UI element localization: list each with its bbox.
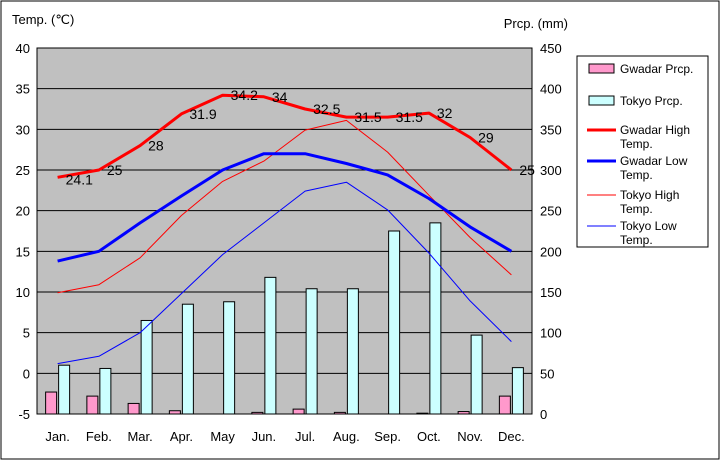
y-right-tick-label: 0 <box>540 407 547 422</box>
bar-gwadar-prcp <box>498 395 511 415</box>
y-right-tick-label: 200 <box>540 244 562 259</box>
legend-label: Tokyo Prcp. <box>620 94 683 108</box>
y-left-tick-label: 35 <box>16 82 30 97</box>
bar-tokyo-prcp <box>429 222 442 415</box>
y-left-tick-label: 40 <box>16 41 30 56</box>
data-label: 31.5 <box>354 109 381 125</box>
bar-gwadar-prcp <box>45 391 58 415</box>
data-label: 32.5 <box>313 101 340 117</box>
y-right-tick-label: 400 <box>540 82 562 97</box>
bar-tokyo-prcp <box>388 230 401 415</box>
x-tick-label: Feb. <box>86 429 112 444</box>
y-right-tick-label: 100 <box>540 326 562 341</box>
legend-label: Temp. <box>620 233 653 247</box>
legend-swatch <box>588 95 615 106</box>
y-right-tick-label: 450 <box>540 41 562 56</box>
bar-tokyo-prcp <box>58 364 71 415</box>
y-right-tick-label: 50 <box>540 366 554 381</box>
bar-tokyo-prcp <box>140 319 153 415</box>
bar-gwadar-prcp <box>251 411 264 415</box>
y-left-tick-label: 30 <box>16 122 30 137</box>
x-tick-label: Sep. <box>374 429 401 444</box>
bar-gwadar-prcp <box>292 408 305 415</box>
gridlines <box>37 88 532 374</box>
axes: 4035302520151050-54504003503002502001501… <box>16 41 562 444</box>
x-tick-label: Dec. <box>498 429 525 444</box>
x-tick-label: Oct. <box>417 429 441 444</box>
y-left-tick-label: 20 <box>16 204 30 219</box>
legend-label: Tokyo High <box>620 188 679 202</box>
y-left-tick-label: 10 <box>16 285 30 300</box>
bar-tokyo-prcp <box>99 367 112 415</box>
x-tick-label: Jun. <box>252 429 277 444</box>
data-label: 34.2 <box>231 87 258 103</box>
bar-gwadar-prcp <box>168 410 181 415</box>
y-right-tick-label: 350 <box>540 122 562 137</box>
gwadar-high-line <box>57 93 513 179</box>
bar-gwadar-prcp <box>457 411 470 415</box>
y-right-tick-label: 250 <box>540 204 562 219</box>
legend-label: Temp. <box>620 202 653 216</box>
bar-tokyo-prcp <box>511 367 524 415</box>
x-tick-label: Jul. <box>295 429 315 444</box>
data-label: 34 <box>272 89 288 105</box>
bar-gwadar-prcp <box>86 395 99 415</box>
plot-area <box>36 47 533 415</box>
data-label: 25 <box>519 162 535 178</box>
tokyo-low-line <box>57 181 512 365</box>
x-tick-label: May <box>210 429 235 444</box>
data-label: 25 <box>107 162 123 178</box>
y-left-tick-label: 5 <box>23 326 30 341</box>
y-left-tick-label: 25 <box>16 163 30 178</box>
legend-label: Temp. <box>620 168 653 182</box>
legend-label: Temp. <box>620 137 653 151</box>
bar-tokyo-prcp <box>470 334 483 415</box>
gwadar-high-data-labels: 24.1 25 28 31.9 34.2 34 32.5 31.5 31.5 32 29 25 <box>66 87 536 187</box>
y-right-tick-label: 300 <box>540 163 562 178</box>
bar-tokyo-prcp <box>264 276 277 415</box>
y-right-tick-label: 150 <box>540 285 562 300</box>
precipitation-bars <box>45 222 524 415</box>
y-right-axis-label: Prcp. (mm) <box>504 16 568 31</box>
bar-gwadar-prcp <box>333 411 346 415</box>
x-tick-label: Aug. <box>333 429 360 444</box>
bar-gwadar-prcp <box>127 402 140 415</box>
y-left-tick-label: 15 <box>16 244 30 259</box>
temperature-lines <box>57 93 513 365</box>
data-label: 28 <box>148 138 164 154</box>
legend-label: Gwadar High <box>620 123 690 137</box>
bar-tokyo-prcp <box>305 288 318 415</box>
bar-tokyo-prcp <box>181 303 194 415</box>
data-label: 29 <box>478 129 494 145</box>
data-label: 24.1 <box>66 171 93 187</box>
y-left-axis-label: Temp. (℃) <box>12 12 74 27</box>
data-label: 31.9 <box>189 106 216 122</box>
legend: Gwadar Prcp.Tokyo Prcp.Gwadar HighTemp.G… <box>576 55 709 248</box>
legend-box <box>576 55 709 248</box>
legend-label: Gwadar Prcp. <box>620 62 693 76</box>
legend-label: Tokyo Low <box>620 219 677 233</box>
legend-swatch <box>588 63 615 74</box>
bar-gwadar-prcp <box>416 412 429 415</box>
y-left-tick-label: -5 <box>18 407 30 422</box>
y-left-tick-label: 0 <box>23 366 30 381</box>
data-label: 31.5 <box>396 109 423 125</box>
x-tick-label: Apr. <box>170 429 193 444</box>
data-label: 32 <box>437 105 453 121</box>
x-tick-label: Mar. <box>127 429 152 444</box>
bar-tokyo-prcp <box>223 301 236 415</box>
gwadar-low-line <box>57 152 513 263</box>
x-tick-label: Jan. <box>45 429 70 444</box>
bar-tokyo-prcp <box>346 288 359 415</box>
legend-label: Gwadar Low <box>620 154 688 168</box>
x-tick-label: Nov. <box>457 429 483 444</box>
